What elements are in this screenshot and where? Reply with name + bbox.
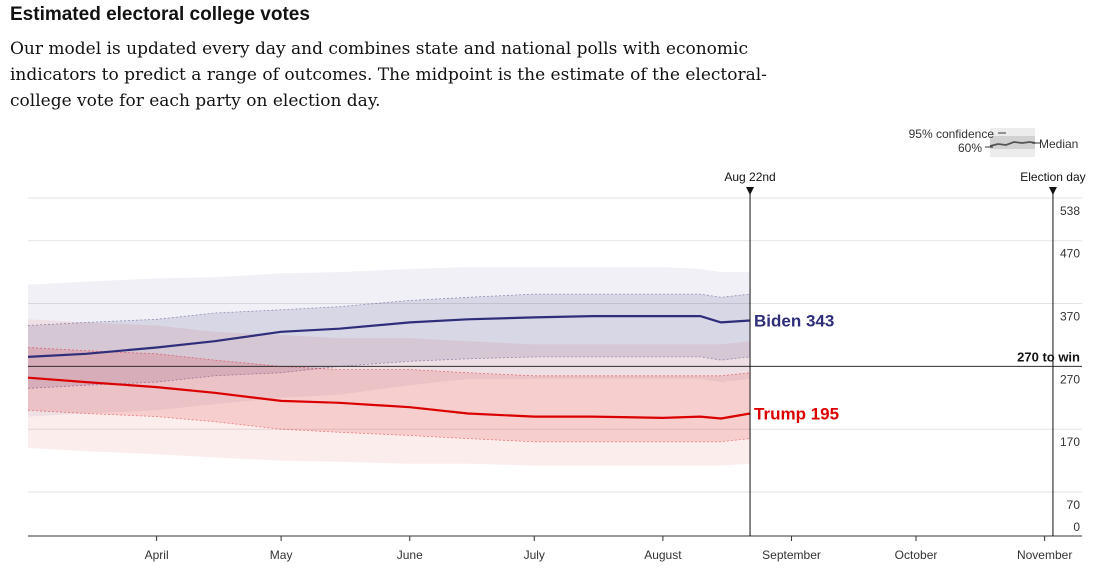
x-tick-label: September (762, 548, 821, 562)
chart-subtitle: Our model is updated every day and combi… (10, 39, 767, 111)
median-line-biden (27, 315, 751, 358)
marker-label: Aug 22nd (724, 170, 775, 184)
legend-ci95-label: 95% confidence (909, 127, 995, 141)
y-tick-label: 538 (1060, 204, 1080, 218)
x-tick-label: May (270, 548, 293, 562)
legend-median-label: Median (1039, 137, 1078, 151)
ci95-band-biden (28, 267, 750, 417)
marker-label: Election day (1020, 170, 1085, 184)
y-tick-label: 270 (1060, 372, 1080, 386)
y-tick-label: 370 (1060, 310, 1080, 324)
chart-title: Estimated electoral college votes (10, 4, 310, 25)
legend-median-swatch (989, 141, 1036, 147)
ci60-band-trump (28, 347, 750, 442)
x-tick-label: July (524, 548, 545, 562)
x-tick-label: August (644, 548, 682, 562)
legend-ci60-label: 60% (958, 141, 982, 155)
x-tick-label: April (145, 548, 169, 562)
median-lines: Biden 343 Trump 195 (27, 312, 839, 423)
x-tick-label: June (397, 548, 423, 562)
series-label-trump: Trump 195 (754, 404, 839, 423)
series-label-biden: Biden 343 (754, 312, 834, 331)
ci95-band-trump (28, 319, 750, 466)
axes: 0 70 170 270 370 470 538 April May June July August… (28, 170, 1086, 562)
marker-arrow (1048, 187, 1057, 195)
y-tick-label: 0 (1073, 520, 1080, 534)
y-tick-label: 170 (1060, 435, 1080, 449)
x-tick-label: October (895, 548, 938, 562)
y-tick-label: 470 (1060, 247, 1080, 261)
threshold-label: 270 to win (1017, 349, 1080, 364)
x-tick-label: November (1017, 548, 1072, 562)
median-line-trump (27, 376, 751, 420)
band-group-trump (27, 319, 751, 466)
marker-arrow (746, 187, 755, 195)
y-tick-label: 70 (1067, 498, 1081, 512)
